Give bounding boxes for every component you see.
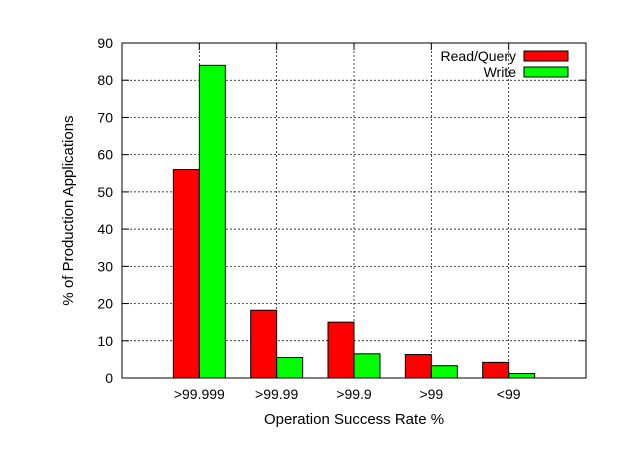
- x-tick-label: >99.99: [255, 386, 298, 402]
- x-tick-label: >99: [419, 386, 443, 402]
- y-tick-label: 50: [97, 184, 113, 200]
- bar-write-5: [508, 373, 536, 379]
- y-axis-label: % of Production Applications: [60, 115, 77, 305]
- bar-read-query-1: [172, 169, 200, 379]
- x-tick-label: >99.999: [174, 386, 225, 402]
- bar-write-3: [353, 353, 381, 379]
- y-tick-label: 0: [105, 370, 113, 386]
- legend-swatch: [523, 66, 569, 78]
- bar-write-2: [276, 357, 304, 379]
- bar-write-4: [430, 365, 458, 379]
- y-tick-label: 90: [97, 35, 113, 51]
- y-tick-label: 10: [97, 333, 113, 349]
- bar-read-query-2: [250, 309, 278, 379]
- y-tick-label: 60: [97, 147, 113, 163]
- bar-read-query-3: [327, 321, 355, 379]
- bar-write-1: [198, 64, 226, 379]
- y-tick-label: 30: [97, 258, 113, 274]
- bar-read-query-4: [404, 354, 432, 379]
- y-tick-label: 70: [97, 109, 113, 125]
- x-tick-label: >99.9: [336, 386, 372, 402]
- y-tick-label: 40: [97, 221, 113, 237]
- legend-label: Write: [484, 64, 517, 80]
- bar-read-query-5: [482, 361, 510, 379]
- bars: [172, 64, 536, 379]
- y-tick-label: 80: [97, 72, 113, 88]
- legend-label: Read/Query: [441, 48, 516, 64]
- y-tick-label: 20: [97, 296, 113, 312]
- x-tick-label: <99: [497, 386, 521, 402]
- legend-swatch: [523, 50, 569, 62]
- x-axis-label: Operation Success Rate %: [264, 411, 444, 428]
- axis-ticks: 0 10 20 30 40 50 60 70 80 90 >99.999 >99.99 >99.9 >99…: [97, 35, 586, 402]
